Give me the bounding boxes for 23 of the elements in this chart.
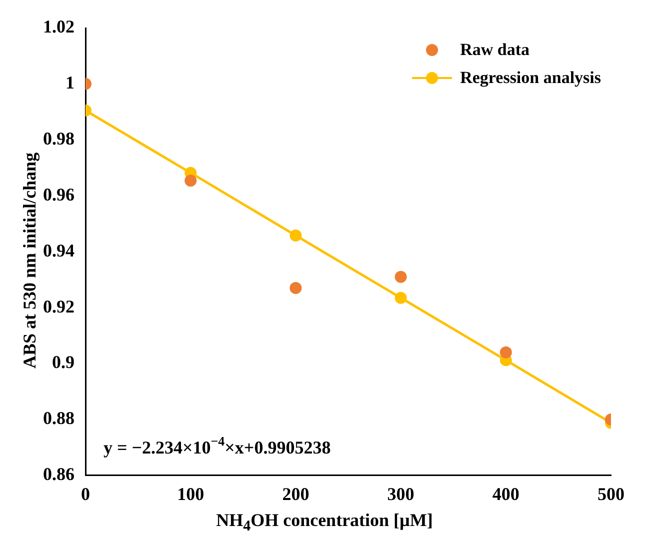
x-tick-label: 500 [598,484,624,504]
x-tick-label: 200 [282,484,310,504]
y-axis-title: ABS at 530 nm initial/chang [20,151,40,371]
point [394,270,407,283]
y-tick-label: 0.98 [43,128,74,149]
x-tick-label: 400 [492,484,520,504]
y-tick-label: 0.92 [43,296,74,316]
legend-label: Raw data [460,40,530,60]
y-tick-label: 1.02 [43,16,74,37]
y-tick-label: 0.88 [43,408,74,428]
y-tick-label: 0.86 [43,464,74,484]
y-tick-label: 1 [66,72,74,93]
x-axis-title: NH$_{4}$OH concentration [µM] [215,510,434,536]
point [290,282,302,294]
y-tick-label: 0.94 [43,240,74,260]
x-tick-label: 300 [387,484,414,504]
point [394,292,407,304]
x-tick-label: 0 [81,484,90,504]
y-tick-label: 0.9 [52,352,74,372]
y-tick-label: 0.96 [43,184,74,204]
legend-label: Regression analysis [460,68,601,88]
point [290,229,302,242]
x-tick-label: 100 [177,484,204,504]
